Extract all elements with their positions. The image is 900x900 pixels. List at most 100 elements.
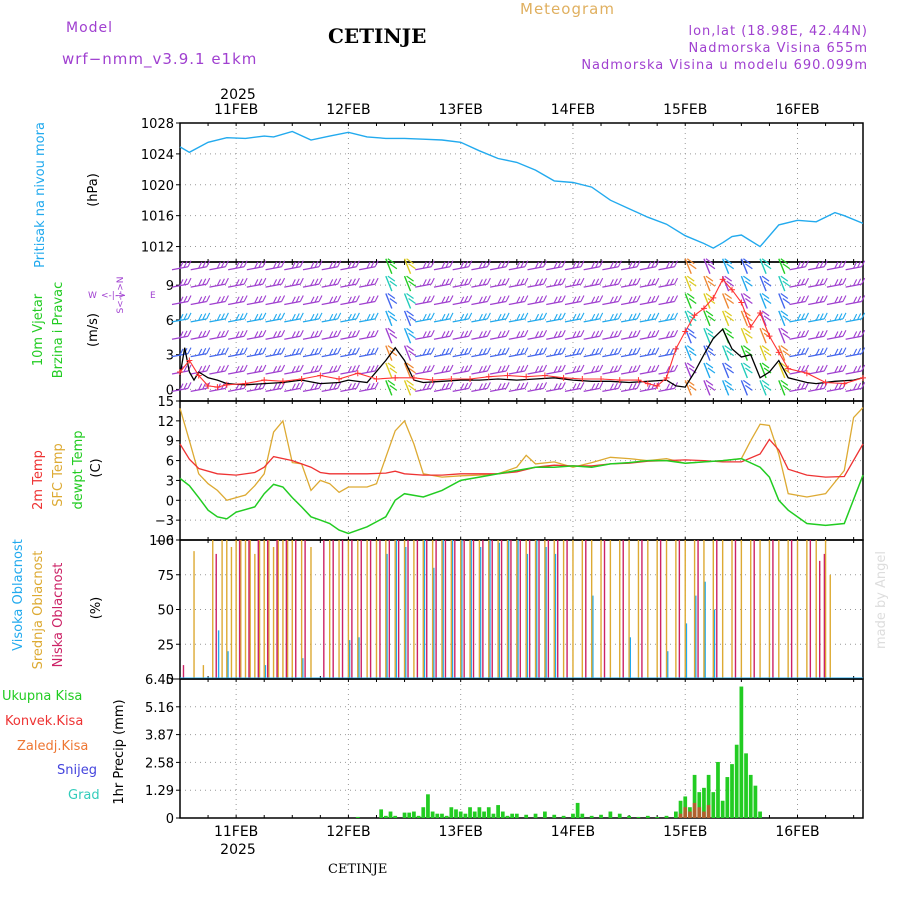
wind-barb <box>415 260 435 271</box>
wind-barb <box>340 260 360 271</box>
wind-barb <box>385 258 398 275</box>
wind-barb <box>808 312 828 323</box>
wind-barb <box>826 347 847 358</box>
y-tick-label: 2.58 <box>145 756 174 771</box>
model-name: wrf−nmm_v3.9.1 e1km <box>62 50 258 68</box>
y-tick-label: −3 <box>155 514 174 529</box>
wind-barb <box>789 330 809 340</box>
wind-barb <box>489 364 510 375</box>
y-tick-label: 75 <box>157 569 174 584</box>
wind-barb <box>403 327 416 344</box>
precip-total-bar <box>627 815 631 818</box>
wind-barb <box>602 330 622 340</box>
wind-barb <box>403 379 416 396</box>
precip-total-bar <box>440 813 444 818</box>
wind-barb <box>808 382 828 393</box>
y-tick-label: 15 <box>157 395 174 410</box>
wind-barb <box>658 330 679 340</box>
wind-barb <box>209 330 229 340</box>
pressure-line <box>179 130 864 249</box>
wind-barb <box>284 295 304 306</box>
gust-marker <box>738 299 745 306</box>
wind-barb <box>452 260 473 271</box>
wind-barb <box>415 382 435 393</box>
wind-barb <box>639 347 660 358</box>
bottom-x-tick-label: 16FEB <box>775 824 819 840</box>
wind-barb <box>564 347 585 358</box>
wind-barb <box>265 330 286 340</box>
wind-barb <box>508 330 529 340</box>
wind-barb <box>620 347 641 358</box>
top-x-tick-label: 11FEB <box>214 102 258 118</box>
precip-total-bar <box>454 809 458 818</box>
wind-barb <box>265 260 286 271</box>
wind-barb <box>302 277 323 288</box>
gust-marker <box>205 382 212 389</box>
wind-barb <box>546 312 566 323</box>
wind-barb <box>722 345 735 361</box>
wind-barb <box>583 382 604 393</box>
wind-barb <box>415 295 435 306</box>
precip-total-bar <box>552 814 557 818</box>
wind-barb <box>171 260 192 271</box>
wind-barb <box>759 293 772 309</box>
lonlat-label: lon,lat (18.98E, 42.44N) <box>688 24 868 39</box>
bottom-x-tick-label: 13FEB <box>439 824 483 840</box>
gust-marker <box>195 372 202 379</box>
wind-barb <box>340 330 360 340</box>
wind-barb <box>302 312 323 323</box>
precip-total-bar <box>486 807 491 818</box>
wind-barb <box>302 330 323 340</box>
pressure-unit-label: (hPa) <box>86 173 101 207</box>
wind-barb <box>190 312 211 323</box>
wind-barb <box>403 345 416 361</box>
wind-barb <box>302 347 323 358</box>
dewpt-line <box>179 457 864 535</box>
wind-barb <box>546 382 566 393</box>
top-year-label: 2025 <box>220 87 256 103</box>
bottom-x-tick-label: 11FEB <box>214 824 258 840</box>
legend-grad: Grad <box>68 788 100 803</box>
wind-barb <box>789 382 809 393</box>
panel-temperature: −6 −3 0 3 6 9 12 15 <box>155 395 864 549</box>
wind-barb <box>340 364 360 375</box>
gust-marker <box>579 375 586 382</box>
wind-barb <box>228 330 248 340</box>
gust-marker <box>429 377 436 384</box>
precip-total-bar <box>748 774 753 818</box>
gust-marker <box>635 377 642 384</box>
wind-barb <box>415 364 435 375</box>
wind-barb <box>489 312 510 323</box>
precip-total-bar <box>355 816 360 818</box>
precip-total-bar <box>575 802 580 818</box>
precip-total-bar <box>444 815 449 818</box>
precip-conv-bar <box>678 813 683 818</box>
elevation-label: Nadmorska Visina 655m <box>688 41 868 56</box>
wind-barb <box>778 310 791 327</box>
precip-total-bar <box>416 815 421 818</box>
gust-marker <box>803 370 810 377</box>
wind-barb <box>471 330 491 340</box>
wind-barb <box>246 330 267 340</box>
wind-barb <box>209 295 229 306</box>
wind-barb <box>564 330 585 340</box>
y-tick-label: 1020 <box>141 179 174 194</box>
gust-marker <box>523 373 530 380</box>
precip-total-bar <box>388 811 393 818</box>
wind-barb <box>246 295 267 306</box>
wind-barb <box>209 347 229 358</box>
bottom-x-axis: 11FEB 12FEB 13FEB 14FEB 15FEB 16FEB 2025 <box>214 824 820 858</box>
wind-barb <box>740 275 753 292</box>
wind-barb <box>403 310 416 327</box>
wind-barb <box>246 312 267 323</box>
wind-barb <box>284 347 304 358</box>
wind-barb <box>808 277 828 288</box>
wind-barb <box>228 312 248 323</box>
wind-barb <box>778 293 791 309</box>
wind-barb <box>527 312 548 323</box>
y-tick-label: 0 <box>166 383 174 398</box>
wind-barb <box>546 260 566 271</box>
wind-barb <box>284 277 304 288</box>
wind-barb <box>778 379 791 396</box>
gust-marker <box>672 345 679 352</box>
